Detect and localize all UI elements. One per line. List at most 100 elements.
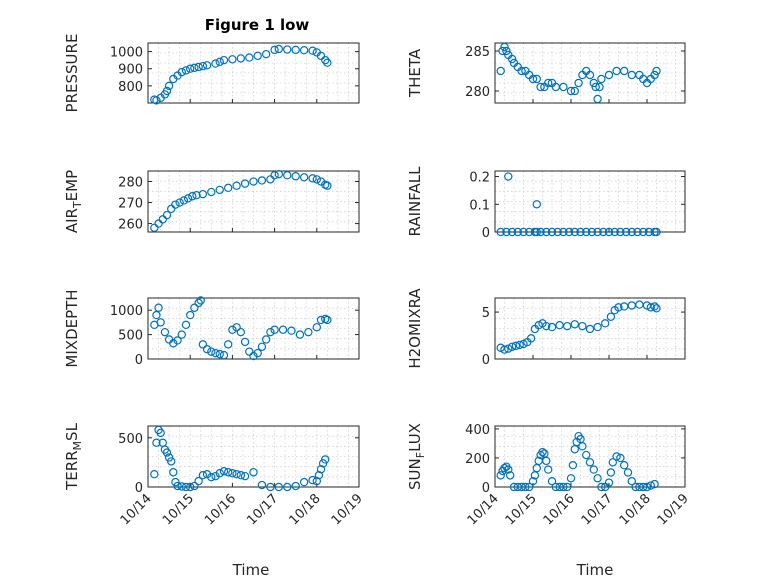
data-point bbox=[519, 227, 528, 237]
y-tick-label: 0 bbox=[482, 353, 490, 368]
data-point bbox=[274, 482, 284, 492]
data-point bbox=[223, 340, 233, 349]
data-point bbox=[162, 210, 172, 220]
data-point bbox=[270, 325, 279, 334]
data-point bbox=[506, 471, 515, 480]
data-point bbox=[202, 345, 212, 354]
data-point bbox=[228, 469, 237, 478]
x-tick-label: 10/16 bbox=[541, 491, 578, 528]
y-tick-label: 260 bbox=[118, 218, 143, 233]
mixdepth-subplot: 0 500 1000 MIXDEPTH bbox=[63, 289, 360, 368]
y-tick-label: 5 bbox=[482, 306, 490, 321]
data-point bbox=[154, 219, 163, 228]
data-point bbox=[526, 334, 536, 343]
data-point bbox=[547, 476, 557, 486]
data-point bbox=[198, 340, 208, 349]
x-axis-label-right: Time bbox=[576, 561, 614, 579]
data-point bbox=[249, 468, 258, 477]
data-point bbox=[559, 82, 568, 92]
data-point bbox=[563, 482, 572, 492]
data-point bbox=[240, 471, 250, 481]
data-point bbox=[177, 67, 186, 77]
data-point bbox=[574, 78, 583, 88]
y-tick-label: 270 bbox=[118, 197, 143, 212]
data-point bbox=[652, 304, 661, 313]
data-point bbox=[240, 179, 250, 188]
data-point bbox=[190, 481, 199, 491]
data-point bbox=[542, 321, 551, 331]
x-axis-label-left: Time bbox=[232, 561, 270, 579]
data-point bbox=[236, 54, 246, 63]
data-point bbox=[507, 342, 517, 351]
axes-box bbox=[147, 297, 360, 360]
axes-box bbox=[494, 42, 686, 104]
data-point bbox=[496, 227, 505, 237]
data-point bbox=[597, 74, 606, 84]
data-point bbox=[582, 227, 591, 237]
y-tick-label: 0 bbox=[482, 226, 490, 241]
data-point bbox=[601, 319, 610, 328]
y-axis-label: MIXDEPTH bbox=[63, 289, 81, 367]
data-point bbox=[604, 70, 614, 80]
data-point bbox=[177, 482, 186, 491]
data-point bbox=[211, 59, 220, 68]
data-point bbox=[612, 66, 621, 76]
y-tick-label: 0 bbox=[135, 481, 143, 496]
data-point bbox=[532, 200, 542, 209]
data-point bbox=[253, 348, 262, 358]
data-point bbox=[291, 172, 300, 181]
data-point bbox=[312, 175, 321, 184]
y-tick-label: 0 bbox=[135, 353, 143, 368]
data-point bbox=[635, 300, 644, 309]
h2omixra-subplot: 0 5 H2OMIXRA bbox=[406, 288, 686, 369]
data-point bbox=[620, 66, 629, 76]
data-point bbox=[167, 204, 176, 214]
data-point bbox=[160, 327, 170, 337]
data-point bbox=[278, 325, 288, 334]
y-tick-label: 400 bbox=[465, 423, 490, 438]
data-point bbox=[240, 337, 250, 347]
axes-box bbox=[494, 297, 686, 360]
data-point bbox=[496, 66, 505, 76]
y-axis-label: PRESSURE bbox=[63, 34, 81, 113]
data-point bbox=[559, 227, 568, 237]
data-point bbox=[511, 341, 521, 351]
data-point bbox=[553, 227, 562, 237]
data-point bbox=[576, 227, 585, 237]
data-point bbox=[650, 70, 659, 80]
data-point bbox=[261, 335, 271, 344]
data-point bbox=[570, 445, 580, 454]
data-point bbox=[564, 227, 574, 237]
data-point bbox=[318, 459, 328, 468]
data-point bbox=[570, 320, 580, 329]
y-tick-label: 500 bbox=[118, 432, 143, 447]
data-point bbox=[207, 347, 216, 356]
data-point bbox=[299, 46, 309, 55]
x-tick-label: 10/16 bbox=[202, 491, 239, 528]
data-point bbox=[295, 330, 305, 339]
data-point bbox=[287, 326, 296, 335]
axes-box bbox=[147, 42, 360, 104]
data-point bbox=[616, 227, 625, 237]
x-tick-label: 10/19 bbox=[329, 491, 366, 528]
theta-subplot: 280 285 THETA bbox=[406, 42, 686, 104]
data-point bbox=[185, 482, 195, 492]
data-point bbox=[308, 174, 317, 183]
data-point bbox=[215, 57, 224, 67]
data-point bbox=[283, 171, 292, 180]
data-point bbox=[570, 86, 580, 96]
data-point bbox=[578, 321, 587, 331]
data-point bbox=[228, 55, 237, 64]
y-tick-label: 500 bbox=[118, 329, 143, 344]
data-point bbox=[593, 94, 602, 104]
data-point bbox=[270, 171, 279, 180]
y-tick-label: 200 bbox=[465, 452, 490, 467]
data-point bbox=[257, 176, 267, 185]
data-point bbox=[190, 63, 199, 73]
data-point bbox=[517, 66, 526, 76]
data-point bbox=[274, 44, 284, 54]
data-point bbox=[211, 471, 220, 481]
data-point bbox=[232, 181, 241, 190]
y-axis-label: SUNFLUX bbox=[406, 423, 427, 490]
